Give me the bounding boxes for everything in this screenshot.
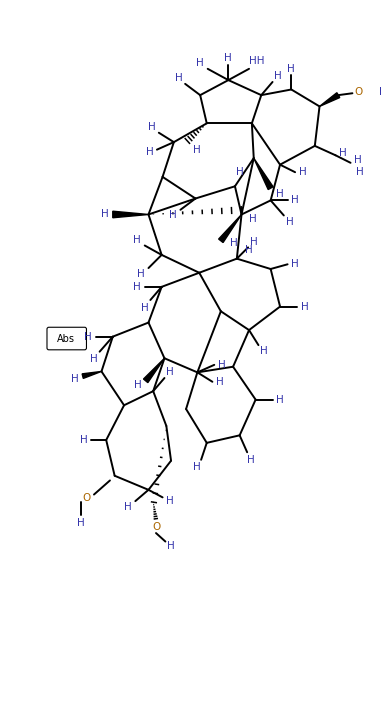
Text: H: H — [247, 455, 255, 465]
Text: H: H — [194, 145, 201, 154]
Text: H: H — [146, 147, 153, 157]
Polygon shape — [82, 371, 101, 378]
Text: H: H — [287, 64, 295, 74]
Text: H: H — [216, 377, 224, 386]
Text: H: H — [291, 260, 299, 269]
Polygon shape — [320, 93, 340, 107]
Text: H: H — [85, 331, 92, 341]
Text: H: H — [169, 210, 177, 220]
Text: H: H — [194, 463, 201, 472]
Polygon shape — [144, 358, 165, 383]
Text: HH: HH — [249, 57, 264, 66]
Text: H: H — [245, 245, 253, 255]
Text: O: O — [355, 87, 363, 97]
Text: H: H — [249, 214, 257, 224]
Text: H: H — [250, 237, 258, 247]
Text: H: H — [77, 518, 85, 528]
Text: H: H — [90, 355, 98, 364]
Text: H: H — [196, 58, 204, 68]
Polygon shape — [254, 158, 273, 189]
Text: H: H — [299, 167, 306, 177]
Text: H: H — [71, 374, 79, 384]
FancyBboxPatch shape — [47, 327, 86, 350]
Text: H: H — [133, 235, 141, 245]
Text: H: H — [166, 496, 174, 506]
Text: H: H — [260, 346, 268, 356]
Text: H: H — [167, 542, 175, 551]
Text: H: H — [141, 302, 149, 312]
Text: H: H — [339, 149, 347, 158]
Text: O: O — [152, 523, 160, 532]
Text: H: H — [80, 435, 88, 445]
Text: H: H — [218, 360, 226, 370]
Text: H: H — [137, 269, 145, 278]
Text: H: H — [174, 73, 182, 83]
Text: H: H — [276, 188, 284, 199]
Text: Abs: Abs — [57, 334, 75, 344]
Text: H: H — [230, 238, 238, 248]
Text: H: H — [274, 71, 282, 81]
Text: O: O — [82, 493, 91, 503]
Text: H: H — [276, 394, 284, 405]
Text: H: H — [148, 122, 156, 132]
Text: H: H — [354, 155, 362, 165]
Text: H: H — [134, 380, 142, 389]
Text: H: H — [356, 167, 364, 177]
Text: H: H — [301, 302, 308, 312]
Text: H: H — [166, 368, 174, 378]
Text: H: H — [286, 217, 293, 227]
Text: H: H — [236, 167, 243, 177]
Polygon shape — [113, 211, 149, 218]
Text: H: H — [124, 502, 132, 512]
Text: H: H — [224, 54, 232, 64]
Polygon shape — [219, 215, 242, 243]
Text: H: H — [101, 210, 109, 220]
Text: H: H — [379, 87, 381, 97]
Text: H: H — [291, 195, 299, 205]
Text: H: H — [133, 282, 141, 292]
